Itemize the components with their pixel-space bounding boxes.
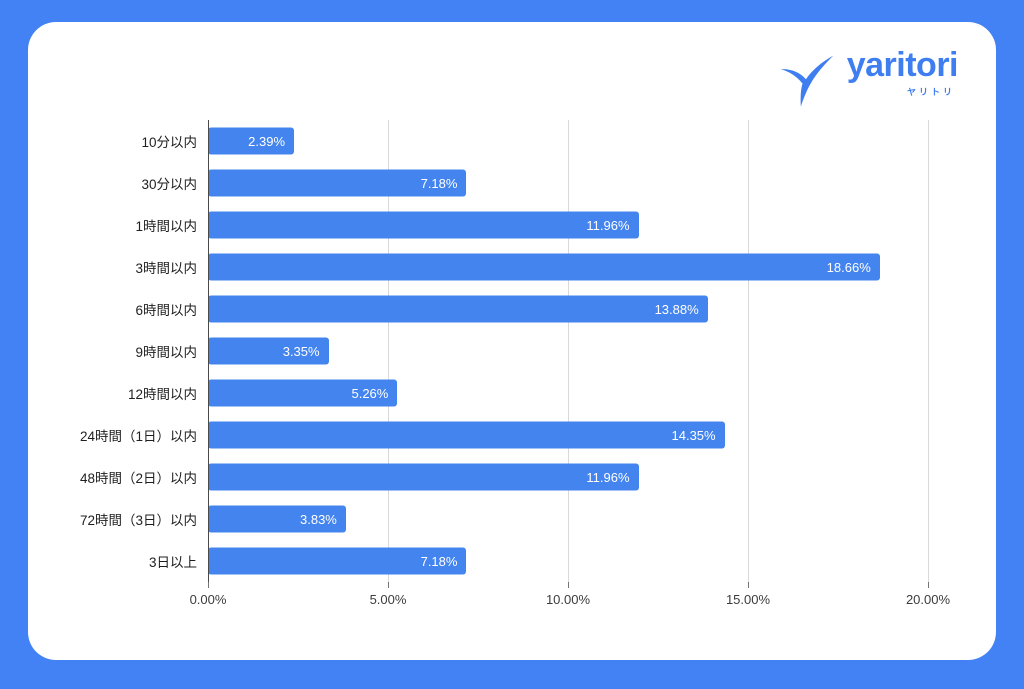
brand-katakana: ヤリトリ xyxy=(906,86,955,97)
bar-value-label: 7.18% xyxy=(420,175,458,191)
x-axis-tick-label: 15.00% xyxy=(725,592,771,607)
x-axis-tick-label: 20.00% xyxy=(905,592,951,607)
axis-tick xyxy=(388,582,389,588)
category-label: 3日以上 xyxy=(148,555,197,570)
gridline xyxy=(568,120,569,582)
report-card: yaritori ヤリトリ 10分以内 2.39% 30分以内 7.18% 1時間以内 1… xyxy=(28,22,996,660)
bar-value-label: 13.88% xyxy=(654,301,699,317)
x-axis-tick-label: 10.00% xyxy=(545,592,591,607)
bar-value-label: 11.96% xyxy=(586,217,630,233)
category-label: 10分以内 xyxy=(141,135,197,150)
brand-block: yaritori ヤリトリ xyxy=(846,46,959,98)
chart-row: 12時間以内 5.26% xyxy=(128,372,928,414)
brand-wordmark: yaritori xyxy=(846,46,959,84)
axis-tick xyxy=(208,582,209,588)
bar-value-label: 2.39% xyxy=(248,133,286,149)
chart-row: 24時間（1日）以内 14.35% xyxy=(80,414,928,456)
bar: 11.96% xyxy=(208,463,639,491)
chart-row: 9時間以内 3.35% xyxy=(135,330,928,372)
bar-value-label: 7.18% xyxy=(420,553,458,569)
chart-row: 30分以内 7.18% xyxy=(141,162,928,204)
axis-tick xyxy=(568,582,569,588)
axis-tick xyxy=(928,582,929,588)
x-axis: 0.00% 5.00% 10.00% 15.00% 20.00% xyxy=(190,592,950,612)
bar: 5.26% xyxy=(208,379,398,407)
bar: 14.35% xyxy=(208,421,725,449)
gridline xyxy=(748,120,749,582)
chart-row: 3日以上 7.18% xyxy=(149,540,928,582)
category-label: 3時間以内 xyxy=(135,261,197,276)
bar: 13.88% xyxy=(208,295,708,323)
category-label: 6時間以内 xyxy=(135,303,197,318)
category-label: 1時間以内 xyxy=(135,219,197,234)
bar-value-label: 5.26% xyxy=(351,385,389,401)
bird-icon xyxy=(780,55,834,107)
bar: 7.18% xyxy=(208,547,467,575)
category-label: 72時間（3日）以内 xyxy=(79,513,197,528)
bar: 2.39% xyxy=(208,127,295,155)
yaritori-logo: yaritori ヤリトリ xyxy=(771,46,959,110)
bar-value-label: 14.35% xyxy=(671,427,716,443)
bar-value-label: 3.35% xyxy=(282,343,320,359)
gridline xyxy=(388,120,389,582)
bar: 3.35% xyxy=(208,337,329,365)
bar: 3.83% xyxy=(208,505,346,533)
x-axis-tick-label: 0.00% xyxy=(189,592,227,607)
category-label: 12時間以内 xyxy=(127,387,197,402)
x-axis-tick-label: 5.00% xyxy=(369,592,407,607)
bar-value-label: 18.66% xyxy=(826,259,871,275)
bar-value-label: 11.96% xyxy=(586,469,630,485)
chart-row: 48時間（2日）以内 11.96% xyxy=(80,456,928,498)
category-label: 24時間（1日）以内 xyxy=(79,429,197,444)
bar-value-label: 3.83% xyxy=(300,511,337,527)
chart-row: 1時間以内 11.96% xyxy=(135,204,928,246)
bar-chart-plot-area: 10分以内 2.39% 30分以内 7.18% 1時間以内 11.96% 3時間以内 18.6… xyxy=(80,120,929,588)
bar: 18.66% xyxy=(208,253,880,281)
gridline xyxy=(928,120,929,582)
bar: 7.18% xyxy=(208,169,467,197)
category-label: 30分以内 xyxy=(141,177,197,192)
bar: 11.96% xyxy=(208,211,639,239)
axis-tick xyxy=(748,582,749,588)
chart-row: 3時間以内 18.66% xyxy=(135,246,928,288)
chart-row: 6時間以内 13.88% xyxy=(135,288,928,330)
category-label: 9時間以内 xyxy=(135,345,197,360)
chart-row: 72時間（3日）以内 3.83% xyxy=(80,498,928,540)
category-label: 48時間（2日）以内 xyxy=(79,471,197,486)
axis-baseline xyxy=(208,120,209,582)
chart-row: 10分以内 2.39% xyxy=(141,120,928,162)
